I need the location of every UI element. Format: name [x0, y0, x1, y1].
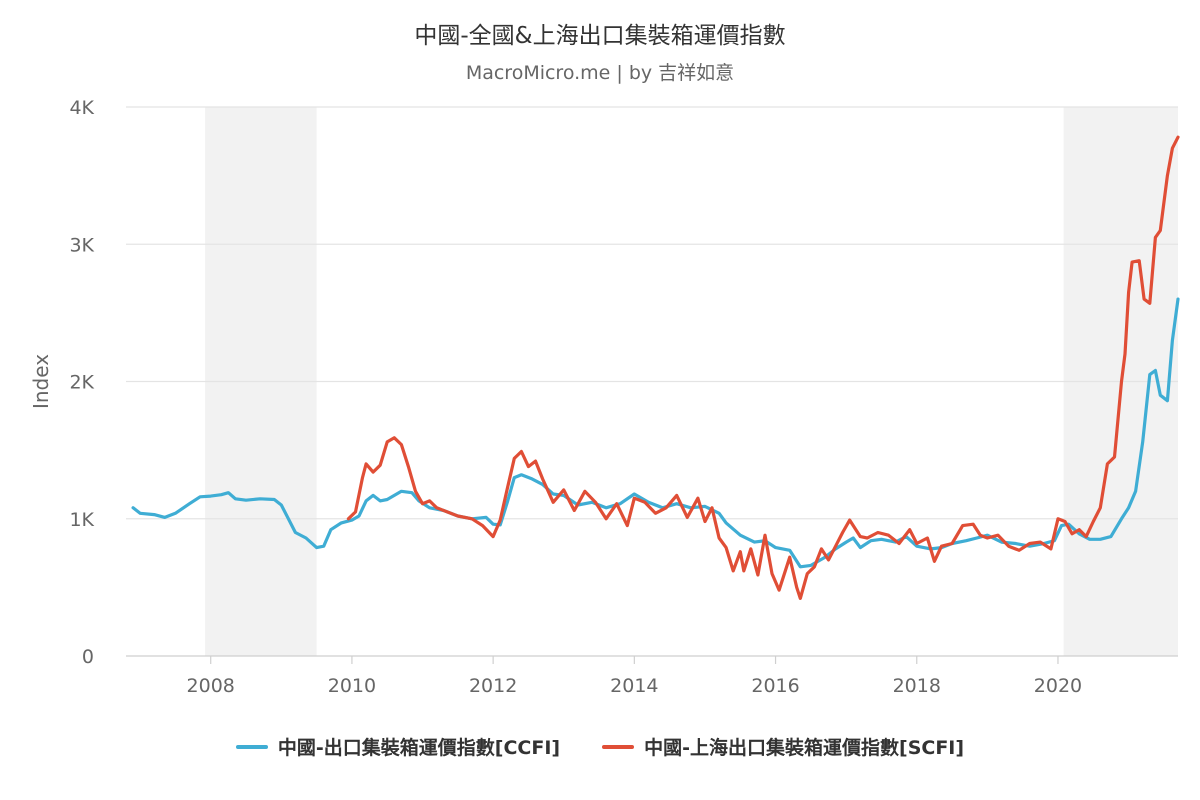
chart-subtitle: MacroMicro.me | by 吉祥如意	[465, 62, 735, 84]
y-tick-label: 3K	[69, 234, 94, 256]
legend: 中國-出口集裝箱運價指數[CCFI] 中國-上海出口集裝箱運價指數[SCFI]	[0, 733, 1200, 760]
legend-label-scfi: 中國-上海出口集裝箱運價指數[SCFI]	[644, 737, 965, 759]
legend-item-ccfi[interactable]: 中國-出口集裝箱運價指數[CCFI]	[235, 733, 561, 760]
x-tick-label: 2010	[328, 675, 376, 697]
y-tick-label: 4K	[69, 97, 94, 119]
x-tick-label: 2016	[751, 675, 799, 697]
x-tick-label: 2014	[610, 675, 658, 697]
x-tick-label: 2020	[1034, 675, 1082, 697]
y-tick-label: 2K	[69, 372, 94, 394]
legend-swatch-scfi	[602, 744, 635, 749]
legend-item-scfi[interactable]: 中國-上海出口集裝箱運價指數[SCFI]	[602, 733, 964, 760]
x-tick-label: 2018	[893, 675, 941, 697]
series-line-scfi	[346, 135, 1180, 600]
y-tick-label: 1K	[69, 509, 94, 531]
x-tick-label: 2008	[187, 675, 235, 697]
legend-label-ccfi: 中國-出口集裝箱運價指數[CCFI]	[277, 737, 561, 759]
y-axis-label: Index	[29, 354, 53, 409]
legend-swatch-ccfi	[235, 744, 268, 749]
chart-title: 中國-全國&上海出口集裝箱運價指數	[414, 23, 786, 49]
series-line-ccfi	[131, 297, 1180, 569]
x-tick-label: 2012	[469, 675, 517, 697]
y-tick-label: 0	[82, 646, 94, 668]
